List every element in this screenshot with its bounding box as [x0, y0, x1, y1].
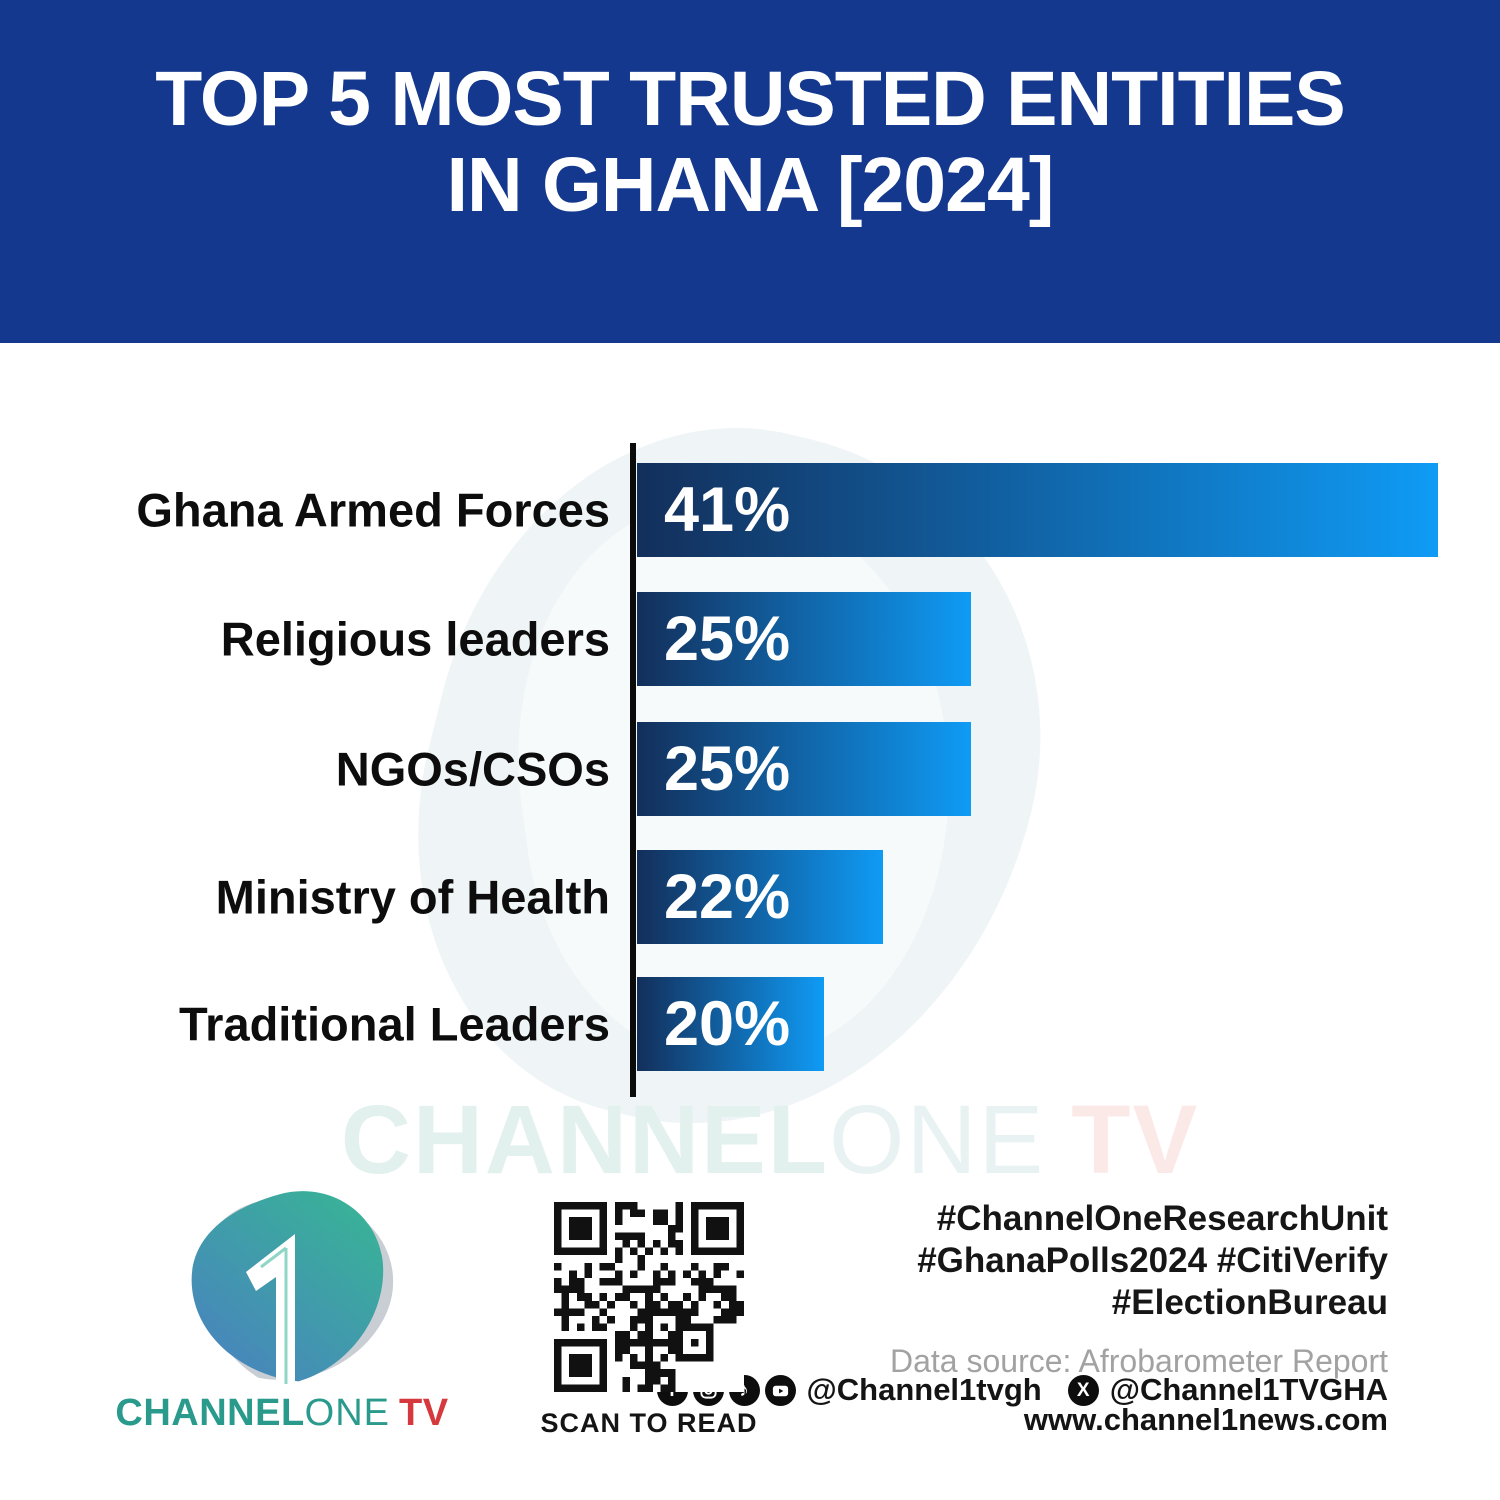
bar: 25% — [637, 592, 971, 686]
chart-row: Ghana Armed Forces 41% — [0, 463, 1500, 557]
x-glyph: X — [1076, 1379, 1090, 1401]
bar-category-label: Ministry of Health — [215, 870, 610, 924]
bar: 22% — [637, 850, 883, 944]
wordmark-one: ONE — [304, 1392, 391, 1434]
bar-category-label: Traditional Leaders — [179, 997, 610, 1051]
qr-caption: SCAN TO READ — [540, 1408, 758, 1438]
social-handle-main: @Channel1tvgh — [806, 1372, 1042, 1407]
page-title: TOP 5 MOST TRUSTED ENTITIES IN GHANA [20… — [0, 56, 1500, 228]
chart-row: Traditional Leaders 20% — [0, 977, 1500, 1071]
hashtag-line-1: #ChannelOneResearchUnit — [936, 1199, 1388, 1238]
x-icon: X — [1067, 1374, 1099, 1406]
website-url: www.channel1news.com — [1023, 1402, 1388, 1437]
wordmark-tv: TV — [399, 1392, 449, 1434]
hashtags-block: #ChannelOneResearchUnit #GhanaPolls2024 … — [917, 1198, 1388, 1324]
bar-category-label: NGOs/CSOs — [335, 742, 610, 796]
bar: 25% — [637, 722, 971, 816]
chart-row: Religious leaders 25% — [0, 592, 1500, 686]
chart-axis-line — [630, 443, 636, 1097]
page-title-line2: IN GHANA [2024] — [446, 142, 1055, 229]
header-banner: TOP 5 MOST TRUSTED ENTITIES IN GHANA [20… — [0, 0, 1500, 343]
bar: 41% — [637, 463, 1438, 557]
page-title-line1: TOP 5 MOST TRUSTED ENTITIES — [155, 56, 1345, 142]
bar-value-label: 25% — [664, 734, 791, 804]
bar-value-label: 20% — [664, 989, 791, 1059]
bar-value-label: 25% — [664, 604, 791, 674]
channel-one-logo — [191, 1191, 394, 1392]
youtube-icon — [764, 1374, 796, 1406]
hashtag-line-3: #ElectionBureau — [1111, 1283, 1388, 1322]
watermark-tv: TV — [1071, 1085, 1200, 1194]
logo-one-numeral — [246, 1234, 295, 1392]
logo-one-inline — [260, 1246, 288, 1384]
watermark-text: CHANNELONE TV — [341, 1084, 1199, 1196]
wordmark-channel: CHANNEL — [115, 1392, 305, 1434]
tiktok-glyph: ♪ — [739, 1379, 749, 1401]
bar-value-label: 41% — [664, 475, 791, 545]
qr-code — [554, 1202, 744, 1392]
qr-modules — [554, 1202, 744, 1392]
chart-row: Ministry of Health 22% — [0, 850, 1500, 944]
watermark-channel: CHANNEL — [340, 1085, 830, 1194]
bar-value-label: 22% — [664, 862, 791, 932]
bar-chart: Ghana Armed Forces 41% Religious leaders 25… — [0, 443, 1500, 1103]
data-source-note: Data source: Afrobarometer Report — [889, 1343, 1388, 1379]
youtube-glyph — [772, 1385, 788, 1396]
bar-category-label: Ghana Armed Forces — [136, 483, 610, 537]
social-handle-x: @Channel1TVGHA — [1109, 1372, 1388, 1407]
bar: 20% — [637, 977, 824, 1071]
logo-wordmark: CHANNELONE TV — [115, 1392, 448, 1435]
chart-row: NGOs/CSOs 25% — [0, 722, 1500, 816]
hashtag-line-2: #GhanaPolls2024 #CitiVerify — [917, 1241, 1388, 1280]
watermark-one: ONE — [829, 1085, 1046, 1194]
bar-category-label: Religious leaders — [220, 612, 610, 666]
